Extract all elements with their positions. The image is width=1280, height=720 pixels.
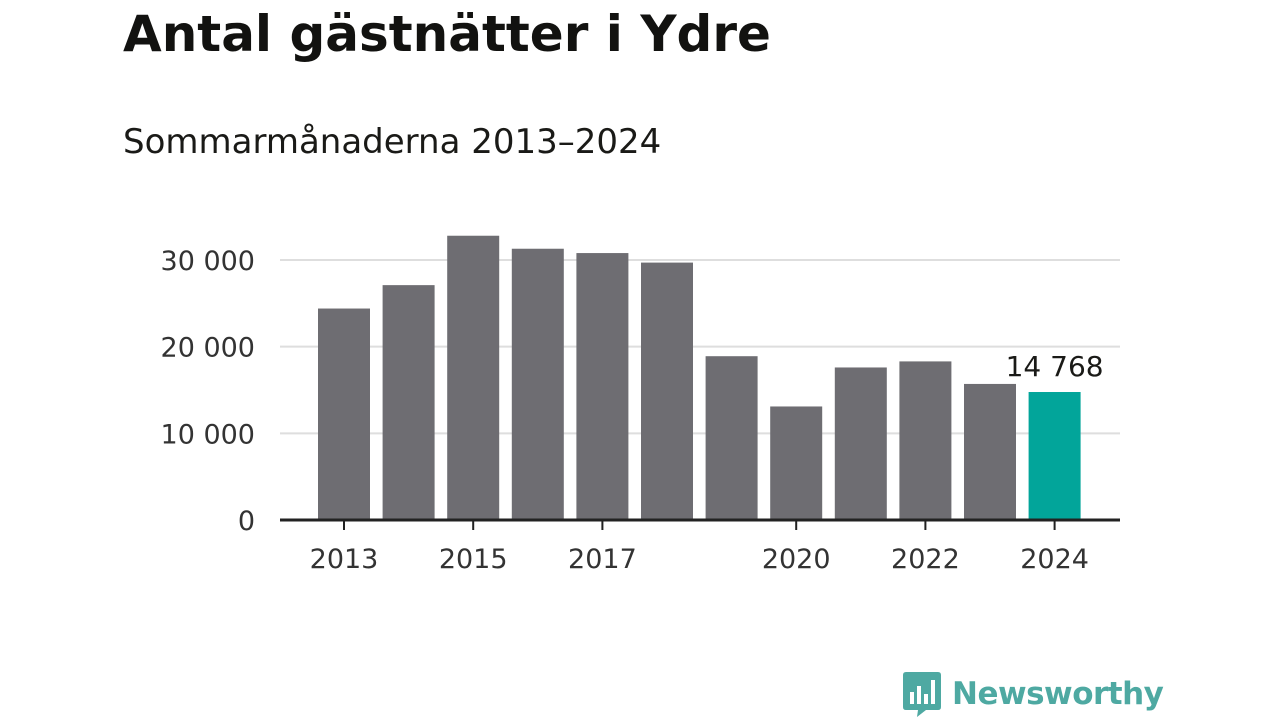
x-tick-label: 2020 (762, 544, 831, 575)
bar-chart: 0 10 000 20 000 30 000 14 768 2013 2015 2017 202… (161, 235, 1120, 575)
bar (576, 253, 629, 521)
bar (511, 248, 564, 520)
y-tick-label: 10 000 (161, 419, 255, 450)
y-tick-label: 20 000 (161, 333, 255, 364)
chart-title: Antal gästnätter i Ydre (123, 5, 771, 63)
x-tick-label: 2013 (310, 544, 379, 575)
x-tick-label: 2022 (891, 544, 960, 575)
y-tick-label: 0 (238, 506, 255, 537)
bar (770, 406, 823, 520)
bar (318, 308, 370, 520)
brand-logo: Newsworthy (902, 670, 1164, 718)
bar (964, 383, 1016, 520)
data-label: 14 768 (1006, 350, 1104, 383)
x-tick-label: 2024 (1020, 544, 1089, 575)
bar (705, 356, 758, 520)
bar (447, 235, 500, 520)
bar (1028, 392, 1081, 520)
bar (641, 262, 693, 520)
bar (382, 285, 435, 520)
bar (834, 367, 887, 520)
brand-name: Newsworthy (952, 676, 1164, 712)
x-tick-label: 2017 (568, 544, 637, 575)
chart-subtitle: Sommarmånaderna 2013–2024 (123, 122, 662, 162)
y-tick-label: 30 000 (161, 246, 255, 277)
x-tick-label: 2015 (439, 544, 508, 575)
bar (899, 361, 952, 520)
bar-chart-speech-bubble-icon (903, 672, 941, 717)
